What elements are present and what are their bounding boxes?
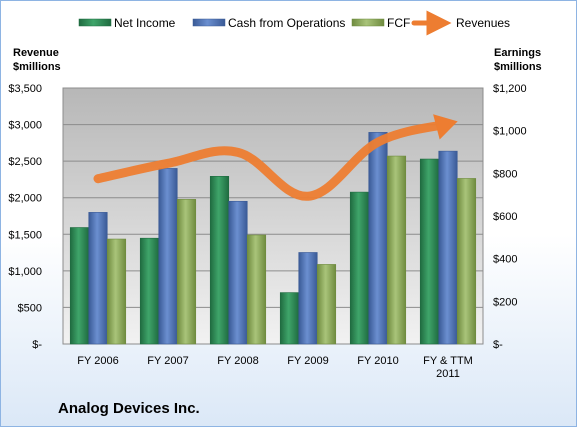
- left-axis-tick-label: $1,000: [8, 266, 42, 278]
- legend-swatch-cash-from-operations: [192, 18, 226, 27]
- bar-fcf: [176, 199, 197, 345]
- left-axis-tick-label: $500: [18, 302, 42, 314]
- legend-label-cash-from-operations: Cash from Operations: [228, 16, 345, 30]
- category-labels: FY 2006 FY 2007 FY 2008 FY 2009 FY 2010 FY & …: [77, 355, 473, 380]
- right-axis-title-line1: Earnings: [494, 47, 541, 59]
- revenue-point: [447, 123, 449, 125]
- bar-fcf: [456, 178, 477, 345]
- bar-net-income: [419, 158, 440, 345]
- category-label: FY & TTM 2011: [423, 355, 473, 380]
- left-axis-tick-label: $2,000: [8, 193, 42, 205]
- bar-fcf: [246, 234, 267, 345]
- bar-net-income: [279, 292, 300, 345]
- revenue-arrowhead: [433, 114, 458, 140]
- legend: Net Income Cash from Operations FCF Reve…: [78, 10, 510, 36]
- bar-fcf: [106, 238, 127, 345]
- category-label: FY 2007: [147, 355, 188, 367]
- revenue-point: [167, 162, 169, 164]
- left-axis-tick-label: $3,500: [8, 83, 42, 95]
- category-label: FY 2010: [357, 355, 398, 367]
- legend-swatch-net-income: [78, 18, 112, 27]
- right-axis-tick-label: $400: [493, 254, 517, 266]
- legend-label-fcf: FCF: [387, 16, 410, 30]
- right-axis-tick-label: $200: [493, 296, 517, 308]
- left-axis-title-line1: Revenue: [13, 47, 59, 59]
- bar-cash-from-operations: [158, 168, 178, 345]
- left-axis-title-line2: $millions: [13, 61, 61, 73]
- bar-cash-from-operations: [298, 252, 318, 345]
- category-label: FY 2008: [217, 355, 258, 367]
- right-axis-ticks: $- $200 $400 $600 $800 $1,000 $1,200: [493, 83, 527, 351]
- left-axis-tick-label: $3,000: [8, 120, 42, 132]
- revenue-line: [93, 119, 453, 201]
- right-axis-tick-label: $600: [493, 211, 517, 223]
- right-axis-tick-label: $-: [493, 339, 503, 351]
- bar-net-income: [209, 176, 230, 345]
- legend-label-revenues: Revenues: [456, 16, 510, 30]
- revenue-point: [307, 195, 309, 197]
- left-axis-ticks: $- $500 $1,000 $1,500 $2,000 $2,500 $3,000 $3,5…: [8, 83, 42, 351]
- revenue-line-group: [93, 114, 458, 201]
- legend-label-net-income: Net Income: [114, 16, 176, 30]
- chart-title: Analog Devices Inc.: [58, 400, 200, 417]
- gridlines: [63, 87, 483, 308]
- bar-cash-from-operations: [228, 200, 248, 345]
- bars: [69, 132, 477, 345]
- category-label: FY 2009: [287, 355, 328, 367]
- legend-swatch-fcf: [351, 18, 385, 27]
- bar-net-income: [349, 191, 370, 345]
- revenue-point: [97, 178, 99, 180]
- bar-net-income: [69, 227, 90, 345]
- bar-fcf: [386, 155, 407, 345]
- right-axis-title-line2: $millions: [494, 61, 542, 73]
- right-axis-tick-label: $1,000: [493, 126, 527, 138]
- left-axis-tick-label: $2,500: [8, 156, 42, 168]
- right-axis-tick-label: $1,200: [493, 83, 527, 95]
- category-label: FY 2006: [77, 355, 118, 367]
- bar-cash-from-operations: [368, 132, 388, 345]
- revenue-point: [377, 141, 379, 143]
- bar-cash-from-operations: [88, 212, 108, 345]
- bar-cash-from-operations: [438, 150, 458, 345]
- revenue-point: [237, 151, 239, 153]
- bar-net-income: [139, 237, 160, 345]
- left-axis-tick-label: $1,500: [8, 229, 42, 241]
- left-axis-tick-label: $-: [32, 339, 42, 351]
- bar-fcf: [316, 264, 337, 345]
- right-axis-tick-label: $800: [493, 168, 517, 180]
